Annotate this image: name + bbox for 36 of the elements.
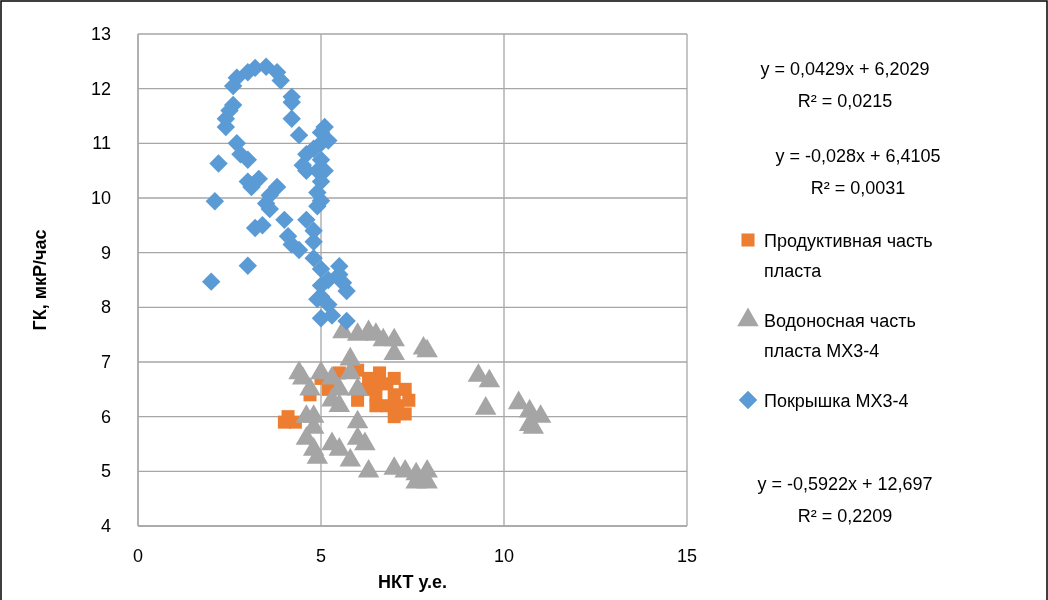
point: [346, 409, 369, 429]
point: [339, 447, 362, 467]
y-tick-label: 12: [90, 78, 111, 99]
point: [346, 376, 369, 396]
point: [299, 376, 321, 396]
text: y = -0,5922x + 12,697: [757, 474, 933, 494]
x-tick-label: 15: [676, 546, 698, 566]
y-tick-label: 11: [92, 133, 111, 154]
legend-label: Водоносная часть пласта МХ3-4: [764, 311, 916, 361]
point: [383, 327, 405, 347]
y-tick-label: 9: [100, 242, 111, 263]
text: y = 0,0429x + 6,2029: [760, 59, 930, 79]
point: [328, 437, 351, 456]
point: [474, 396, 497, 415]
text: R² = 0,2209: [797, 506, 893, 526]
legend-label: Покрышка МХ3-4: [764, 391, 909, 411]
y-tick-label: 4: [100, 516, 111, 536]
y-tick-label: 5: [100, 461, 111, 482]
x-tick-label: 0: [132, 546, 144, 566]
legend-label: Продуктивная часть пласта: [764, 231, 933, 281]
y-tick-label: 6: [100, 406, 111, 427]
text: R² = 0,0215: [797, 91, 893, 111]
y-tick-label: 8: [100, 297, 111, 318]
x-axis-title: НКТ у.е.: [378, 572, 447, 592]
x-tick-label: 10: [493, 546, 515, 566]
point: [302, 404, 325, 423]
point: [339, 346, 362, 366]
x-tick-label: 5: [315, 546, 327, 566]
y-tick-label: 7: [100, 352, 111, 372]
text: R² = 0,0031: [810, 178, 906, 198]
y-tick-label: 10: [90, 188, 111, 208]
point: [478, 368, 501, 388]
y-tick-label: 13: [90, 24, 111, 44]
y-axis-title: ГК, мкР/час: [30, 229, 50, 331]
point: [357, 458, 380, 478]
text: y = -0,028x + 6,4105: [775, 146, 941, 166]
